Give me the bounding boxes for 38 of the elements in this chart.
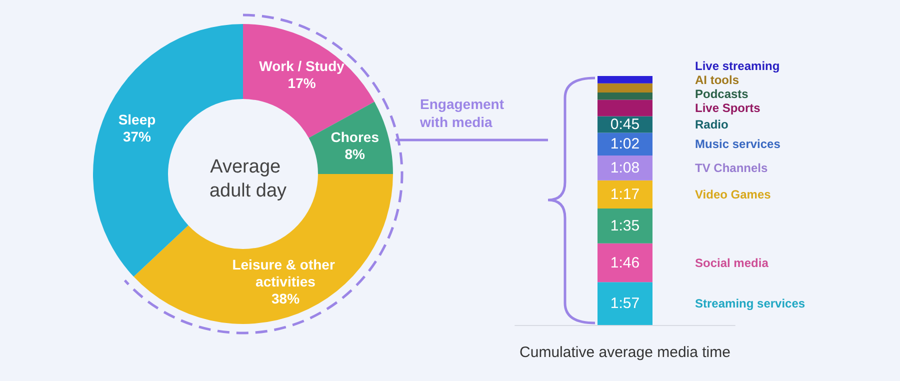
bar bbox=[598, 282, 652, 325]
data-label: 1:57 bbox=[610, 295, 640, 312]
data-label: 1:46 bbox=[610, 254, 640, 272]
bar bbox=[598, 180, 652, 209]
text: Engagement with media bbox=[419, 96, 508, 130]
text: Streaming services bbox=[695, 296, 806, 311]
bar bbox=[598, 83, 652, 92]
bar bbox=[598, 100, 652, 116]
data-label: 37% bbox=[122, 128, 152, 145]
data-label: 1:08 bbox=[610, 159, 640, 176]
slice-label: Chores bbox=[330, 128, 380, 145]
text: Live Sports bbox=[695, 101, 761, 116]
text: Video Games bbox=[695, 187, 772, 202]
text: Music services bbox=[695, 137, 781, 152]
x-axis-title: Cumulative average media time bbox=[520, 344, 730, 361]
text: Social media bbox=[695, 256, 769, 270]
text: AI tools bbox=[695, 73, 740, 88]
text: Radio bbox=[695, 118, 728, 132]
data-label: 38% bbox=[272, 290, 300, 306]
text: Live streaming bbox=[695, 59, 780, 74]
data-label: 1:35 bbox=[610, 217, 640, 234]
data-label: 17% bbox=[288, 75, 316, 92]
data-label: 0:45 bbox=[610, 116, 640, 134]
bar bbox=[598, 92, 652, 100]
bar bbox=[598, 76, 652, 84]
bar bbox=[598, 243, 652, 282]
slice-label: Work / Study bbox=[259, 58, 345, 74]
slice-label: Sleep bbox=[118, 112, 156, 128]
bar bbox=[598, 155, 652, 180]
text: TV Channels bbox=[695, 160, 768, 175]
text: Average adult day bbox=[209, 156, 288, 202]
text: Podcasts bbox=[695, 87, 749, 102]
data-label: 8% bbox=[344, 146, 366, 162]
data-label: 1:02 bbox=[610, 136, 640, 153]
slice-label: Leisure & other activities bbox=[232, 256, 339, 290]
bar bbox=[598, 208, 652, 244]
data-label: 1:17 bbox=[610, 186, 640, 203]
bar bbox=[598, 132, 652, 156]
